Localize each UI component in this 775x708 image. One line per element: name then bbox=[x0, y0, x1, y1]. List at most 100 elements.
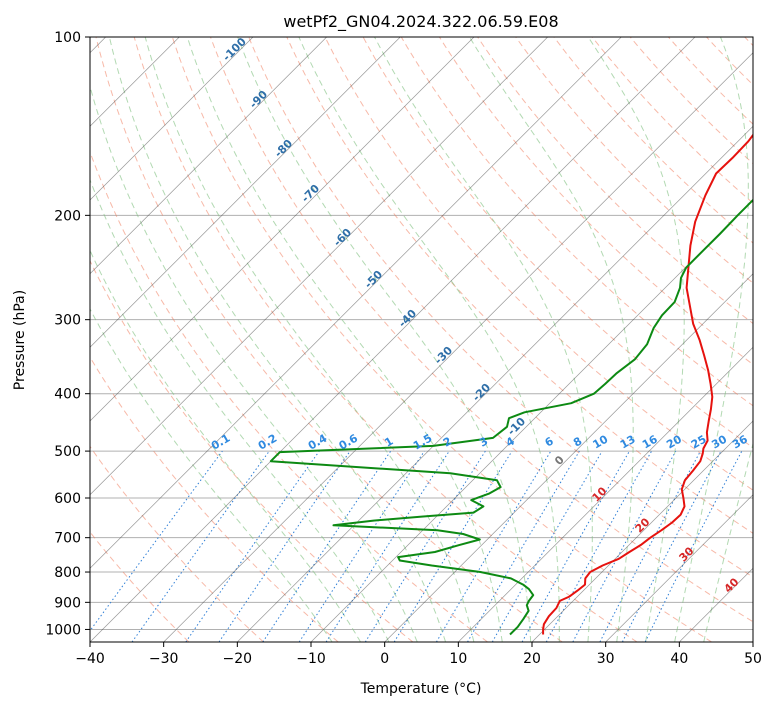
x-tick-label: 0 bbox=[380, 651, 389, 667]
mixing-ratio-label: 0.2 bbox=[256, 432, 279, 453]
mixing-ratio-line bbox=[218, 450, 351, 642]
moist-adiabat-line bbox=[90, 308, 333, 642]
x-axis-label: Temperature (°C) bbox=[360, 681, 482, 697]
moist-adiabat-line bbox=[186, 37, 503, 642]
dry-adiabat-label: -60 bbox=[331, 226, 354, 249]
dewpoint-line bbox=[269, 198, 753, 636]
plot-frame bbox=[89, 36, 754, 643]
moist-adiabat-line bbox=[703, 441, 753, 642]
mixing-ratio-label: 13 bbox=[618, 433, 638, 452]
temperature-line bbox=[542, 133, 753, 635]
moist-adiabat-line bbox=[469, 37, 634, 642]
y-axis-label: Pressure (hPa) bbox=[12, 290, 28, 390]
dry-adiabat-line bbox=[90, 356, 339, 642]
moist-adiabat-line bbox=[144, 37, 475, 642]
pressure-gridlines bbox=[90, 37, 753, 630]
isotherm-line bbox=[310, 199, 753, 642]
mixing-ratio-label: 16 bbox=[640, 432, 660, 451]
x-tick-label: −30 bbox=[149, 651, 179, 667]
moist-adiabat-line bbox=[108, 37, 446, 642]
dry-adiabat-label: -20 bbox=[470, 381, 493, 404]
isotherm-line bbox=[90, 37, 696, 642]
mixing-ratio-label: 20 bbox=[664, 432, 684, 451]
y-tick-label: 800 bbox=[54, 565, 81, 581]
dry-adiabat-label: -90 bbox=[247, 88, 270, 111]
isotherm-line bbox=[90, 37, 327, 275]
mixing-ratio-line bbox=[572, 450, 677, 642]
dry-adiabat-label: -30 bbox=[432, 344, 455, 367]
x-tick-label: 20 bbox=[523, 651, 541, 667]
dry-adiabat-line bbox=[90, 445, 264, 642]
y-tick-label: 400 bbox=[54, 387, 81, 403]
dry-adiabat-label: 20 bbox=[633, 515, 653, 535]
mixing-ratio-line bbox=[393, 450, 513, 642]
x-tick-label: −20 bbox=[223, 651, 253, 667]
dry-adiabat-line bbox=[324, 37, 753, 491]
isotherm-line bbox=[458, 346, 753, 642]
isotherm-line bbox=[384, 273, 753, 642]
mixing-ratio-line bbox=[364, 450, 486, 642]
isotherm-line bbox=[90, 37, 254, 201]
mixing-ratio-line bbox=[131, 450, 270, 642]
mixing-ratio-label: 1.5 bbox=[411, 432, 434, 453]
dry-adiabat-label: 40 bbox=[722, 575, 742, 595]
dry-adiabat-line bbox=[248, 37, 753, 578]
dry-adiabat-label: 0 bbox=[552, 453, 567, 468]
x-tick-label: 40 bbox=[670, 651, 688, 667]
y-tick-label: 900 bbox=[54, 595, 81, 611]
moist-adiabat-line bbox=[90, 84, 418, 642]
dry-adiabat-line bbox=[133, 37, 638, 642]
dry-adiabat-label: -70 bbox=[299, 182, 322, 205]
isotherm-line bbox=[90, 37, 622, 569]
mixing-ratio-line bbox=[90, 450, 223, 632]
isotherm-line bbox=[90, 37, 401, 348]
dry-adiabat-line bbox=[400, 37, 753, 407]
dry-adiabat-line bbox=[210, 37, 753, 623]
dry-adiabat-line bbox=[629, 37, 753, 165]
mixing-ratio-label: 10 bbox=[591, 432, 611, 451]
moist-adiabat-line bbox=[237, 37, 532, 642]
dry-adiabat-label: -100 bbox=[220, 35, 249, 64]
isotherm-line bbox=[90, 37, 548, 496]
dry-adiabat-line bbox=[553, 37, 753, 244]
y-tick-label: 600 bbox=[54, 491, 81, 507]
isotherm-line bbox=[90, 37, 475, 422]
mixing-ratio-label: 0.1 bbox=[209, 432, 232, 453]
isotherm-line bbox=[237, 125, 753, 642]
x-tick-label: 10 bbox=[449, 651, 467, 667]
y-tick-label: 100 bbox=[54, 30, 81, 46]
mixing-ratio-line bbox=[298, 450, 425, 642]
dry-adiabat-line bbox=[477, 37, 753, 325]
dry-adiabat-label: -80 bbox=[272, 137, 295, 160]
dry-adiabat-label: 30 bbox=[677, 544, 697, 564]
dry-adiabat-line bbox=[90, 531, 190, 642]
dry-adiabat-line bbox=[706, 37, 753, 86]
moist-adiabat-line bbox=[374, 37, 593, 642]
x-tick-label: −10 bbox=[296, 651, 326, 667]
dry-adiabat-line bbox=[171, 37, 712, 642]
profile-series bbox=[269, 133, 753, 636]
dry-adiabat-line bbox=[95, 37, 563, 642]
y-axis-ticks: 1000 900 800 700 600 500 400 300 200 100 bbox=[45, 30, 90, 638]
isotherm-line bbox=[531, 420, 753, 642]
x-tick-label: 50 bbox=[744, 651, 762, 667]
x-axis-ticks: −40 −30 −20 −10 0 10 20 30 40 50 bbox=[75, 642, 762, 667]
mixing-ratio-line bbox=[325, 450, 450, 642]
mixing-ratio-line bbox=[467, 450, 580, 642]
isotherm-line bbox=[752, 641, 753, 642]
dry-adiabat-line bbox=[744, 37, 753, 47]
dry-adiabat-label: 10 bbox=[590, 484, 610, 504]
mixing-ratio-line bbox=[545, 450, 653, 642]
isotherm-line bbox=[163, 52, 753, 642]
isotherm-line bbox=[605, 494, 753, 642]
mixing-ratio-label: 8 bbox=[571, 435, 584, 450]
mixing-ratio-label: 30 bbox=[709, 432, 729, 451]
dry-adiabat-line bbox=[591, 37, 753, 204]
mixing-ratio-line bbox=[262, 450, 392, 642]
y-tick-label: 700 bbox=[54, 531, 81, 547]
y-tick-label: 1000 bbox=[45, 622, 81, 638]
mixing-ratio-label: 36 bbox=[730, 432, 750, 451]
dry-adiabat-line bbox=[515, 37, 753, 284]
mixing-ratio-label: 3 bbox=[477, 435, 490, 450]
mixing-ratio-label: 25 bbox=[689, 433, 709, 452]
